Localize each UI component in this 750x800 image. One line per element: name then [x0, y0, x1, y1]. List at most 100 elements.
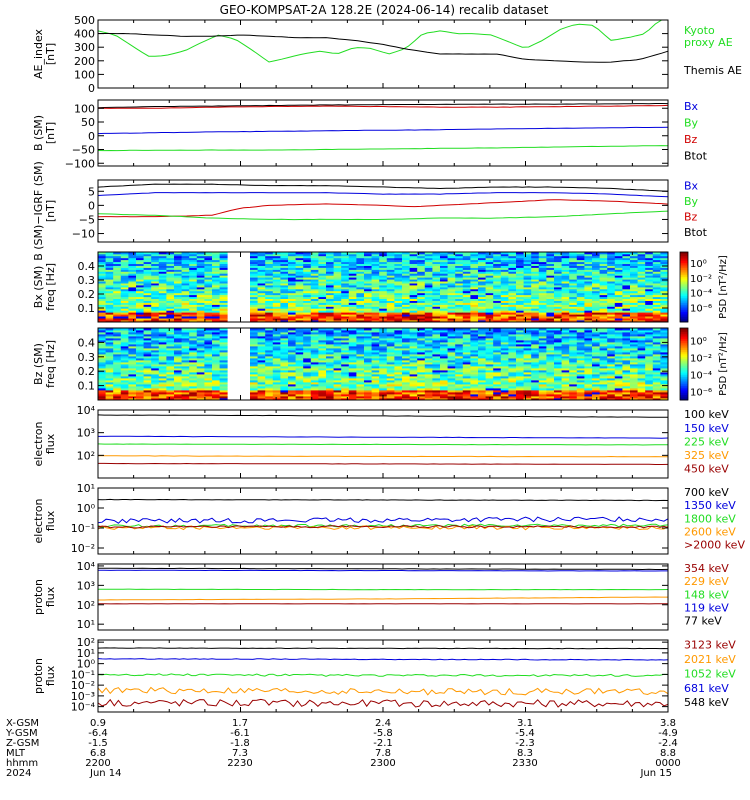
- spectrogram-cell: [493, 340, 502, 343]
- spectrogram-cell: [402, 382, 410, 385]
- spectrogram-cell: [158, 380, 167, 383]
- y-tick-label: 0.1: [78, 302, 96, 315]
- spectrogram-cell: [402, 318, 410, 321]
- spectrogram-cell: [272, 370, 281, 373]
- spectrogram-cell: [120, 288, 129, 292]
- spectrogram-cell: [508, 263, 517, 266]
- spectrogram-cell: [310, 340, 319, 343]
- spectrogram-cell: [386, 310, 395, 313]
- spectrogram-cell: [462, 310, 471, 313]
- spectrogram-cell: [250, 312, 258, 315]
- spectrogram-cell: [174, 342, 182, 345]
- spectrogram-cell: [371, 394, 380, 397]
- spectrogram-cell: [189, 358, 198, 361]
- spectrogram-cell: [424, 281, 433, 284]
- spectrogram-cell: [341, 348, 350, 351]
- spectrogram-cell: [189, 290, 198, 294]
- spectrogram-cell: [637, 290, 646, 294]
- spectrogram-cell: [174, 396, 182, 399]
- spectrogram-cell: [303, 288, 312, 292]
- spectrogram-cell: [386, 378, 395, 381]
- spectrogram-cell: [341, 318, 350, 321]
- spectrogram-cell: [341, 281, 350, 284]
- spectrogram-cell: [333, 308, 342, 311]
- spectrogram-cell: [151, 340, 160, 343]
- spectrogram-cell: [128, 312, 137, 315]
- spectrogram-cell: [478, 306, 486, 309]
- spectrogram-cell: [204, 364, 213, 367]
- spectrogram-cell: [614, 312, 623, 315]
- spectrogram-cell: [432, 275, 441, 278]
- spectrogram-cell: [402, 292, 410, 296]
- spectrogram-cell: [523, 294, 532, 298]
- spectrogram-cell: [584, 288, 593, 292]
- spectrogram-cell: [196, 388, 205, 391]
- spectrogram-cell: [364, 342, 372, 345]
- spectrogram-cell: [356, 382, 365, 385]
- spectrogram-cell: [516, 310, 524, 313]
- spectrogram-cell: [455, 390, 464, 393]
- spectrogram-cell: [455, 269, 464, 272]
- spectrogram-cell: [379, 354, 388, 357]
- spectrogram-cell: [554, 346, 562, 349]
- spectrogram-cell: [462, 396, 471, 399]
- spectrogram-cell: [196, 298, 205, 301]
- spectrogram-cell: [181, 252, 190, 255]
- spectrogram-cell: [151, 368, 160, 371]
- colorbar-step: [680, 308, 688, 311]
- spectrogram-cell: [105, 312, 114, 315]
- spectrogram-cell: [356, 275, 365, 278]
- spectrogram-cell: [98, 374, 106, 377]
- spectrogram-cell: [310, 382, 319, 385]
- spectrogram-cell: [546, 368, 555, 371]
- spectrogram-cell: [181, 306, 190, 309]
- spectrogram-cell: [409, 277, 418, 280]
- spectrogram-cell: [409, 302, 418, 305]
- spectrogram-cell: [143, 388, 152, 391]
- spectrogram-cell: [166, 384, 175, 387]
- spectrogram-cell: [174, 316, 182, 319]
- spectrogram-cell: [128, 332, 137, 335]
- spectrogram-cell: [554, 352, 562, 355]
- spectrogram-cell: [470, 380, 479, 383]
- spectrogram-cell: [136, 374, 144, 377]
- spectrogram-cell: [417, 265, 426, 268]
- spectrogram-cell: [409, 396, 418, 399]
- spectrogram-cell: [333, 354, 342, 357]
- spectrogram-cell: [257, 285, 266, 288]
- spectrogram-cell: [493, 288, 502, 292]
- spectrogram-cell: [265, 342, 274, 345]
- spectrogram-cell: [500, 277, 509, 280]
- spectrogram-cell: [98, 271, 106, 274]
- spectrogram-cell: [417, 308, 426, 311]
- spectrogram-cell: [371, 298, 380, 301]
- spectrogram-cell: [295, 296, 304, 299]
- spectrogram-cell: [470, 328, 479, 331]
- spectrogram-cell: [470, 296, 479, 299]
- spectrogram-cell: [318, 314, 327, 317]
- spectrogram-cell: [531, 314, 540, 317]
- spectrogram-cell: [250, 288, 258, 292]
- spectrogram-cell: [341, 384, 350, 387]
- spectrogram-cell: [584, 277, 593, 280]
- spectrogram-cell: [280, 346, 289, 349]
- spectrogram-cell: [371, 269, 380, 272]
- spectrogram-cell: [386, 354, 395, 357]
- spectrogram-cell: [158, 390, 167, 393]
- spectrogram-cell: [660, 318, 669, 321]
- spectrogram-cell: [310, 332, 319, 335]
- spectrogram-cell: [310, 336, 319, 339]
- spectrogram-cell: [447, 330, 456, 333]
- spectrogram-cell: [394, 294, 403, 298]
- spectrogram-cell: [508, 376, 517, 379]
- spectrogram-cell: [295, 290, 304, 294]
- spectrogram-cell: [105, 344, 114, 347]
- spectrogram-cell: [394, 290, 403, 294]
- spectrogram-cell: [462, 304, 471, 307]
- spectrogram-cell: [166, 302, 175, 305]
- spectrogram-cell: [166, 314, 175, 317]
- spectrogram-cell: [348, 340, 357, 343]
- spectrogram-cell: [158, 388, 167, 391]
- spectrogram-cell: [341, 290, 350, 294]
- spectrogram-cell: [462, 298, 471, 301]
